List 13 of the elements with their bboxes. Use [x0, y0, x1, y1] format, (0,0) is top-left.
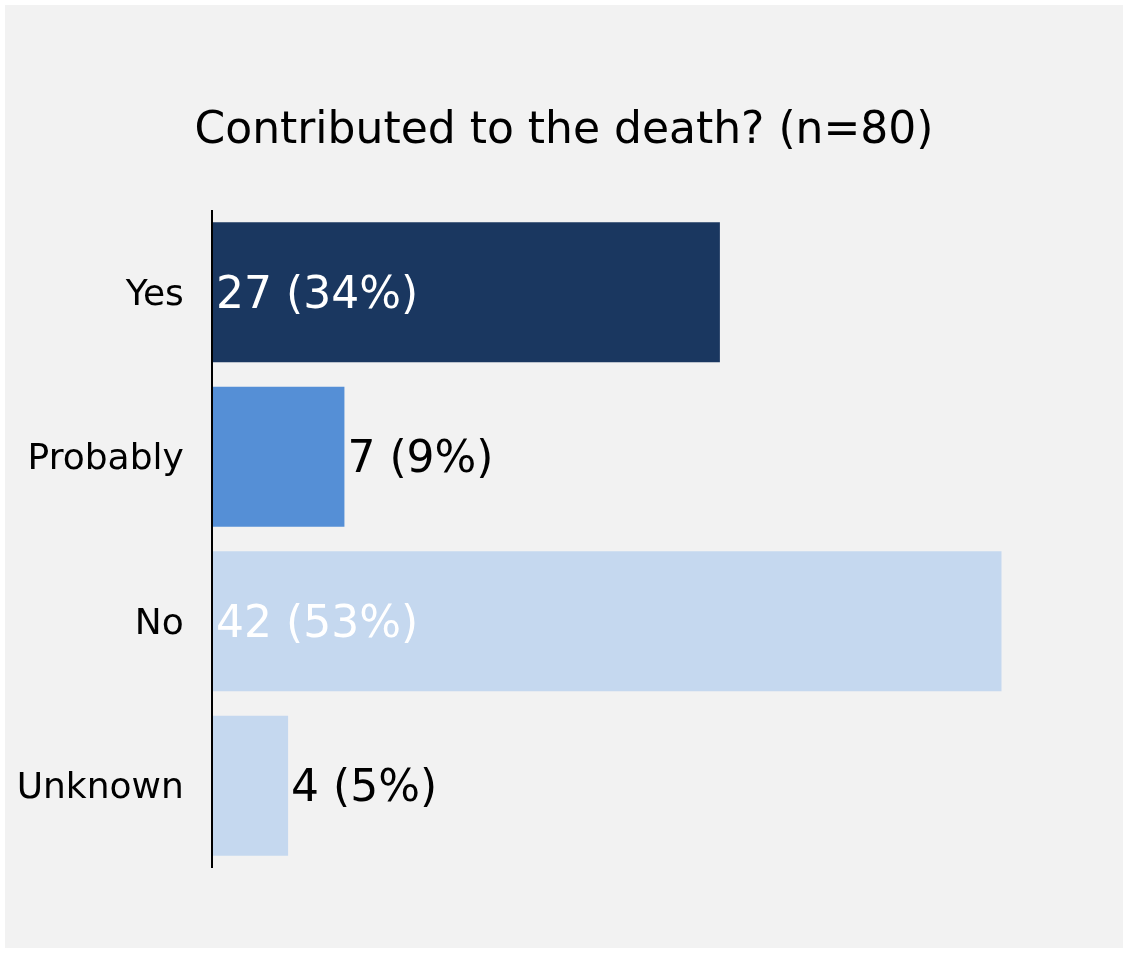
y-tick-label: No: [134, 600, 184, 642]
bar: [213, 222, 720, 363]
data-label: 4 (5%): [291, 760, 438, 812]
y-tick-label: Yes: [124, 271, 184, 313]
data-label: 27 (34%): [216, 266, 419, 318]
chart-title: Contributed to the death? (n=80): [194, 101, 934, 153]
y-tick-label: Unknown: [16, 765, 184, 807]
bar: [213, 551, 1002, 692]
bar: [213, 715, 289, 856]
bar: [213, 386, 345, 527]
data-label: 7 (9%): [347, 431, 494, 483]
y-tick-label: Probably: [27, 436, 184, 478]
data-label: 42 (53%): [216, 595, 419, 647]
